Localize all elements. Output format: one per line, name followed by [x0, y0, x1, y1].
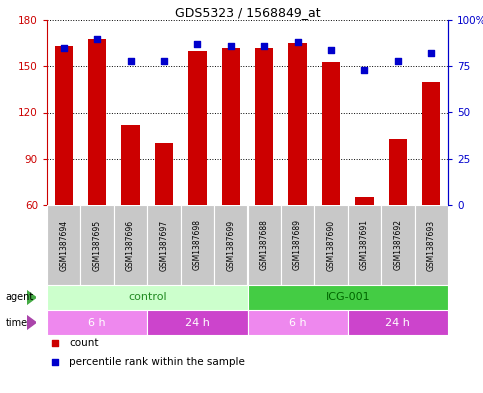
Bar [422, 82, 440, 205]
Text: 6 h: 6 h [88, 318, 106, 327]
Point [227, 43, 235, 49]
Text: percentile rank within the sample: percentile rank within the sample [69, 357, 245, 367]
Point [194, 41, 201, 47]
Bar [55, 46, 73, 205]
Text: 6 h: 6 h [289, 318, 306, 327]
Bar [314, 205, 348, 285]
Bar [348, 205, 381, 285]
Text: GSM1387696: GSM1387696 [126, 219, 135, 270]
Title: GDS5323 / 1568849_at: GDS5323 / 1568849_at [175, 6, 320, 19]
Bar [288, 43, 307, 205]
Bar [155, 143, 173, 205]
Text: agent: agent [6, 292, 34, 303]
Bar [47, 205, 80, 285]
Text: GSM1387699: GSM1387699 [227, 219, 235, 270]
Bar [121, 125, 140, 205]
Text: GSM1387689: GSM1387689 [293, 220, 302, 270]
Bar [348, 310, 448, 335]
Bar [247, 285, 448, 310]
Point [361, 67, 369, 73]
Text: time: time [6, 318, 28, 327]
Text: GSM1387694: GSM1387694 [59, 219, 68, 270]
Text: ICG-001: ICG-001 [326, 292, 370, 303]
Text: control: control [128, 292, 167, 303]
Bar [214, 205, 247, 285]
Point [260, 43, 268, 49]
Point [327, 46, 335, 53]
Point [160, 57, 168, 64]
Text: GSM1387688: GSM1387688 [260, 220, 269, 270]
Point [427, 50, 435, 57]
Polygon shape [27, 290, 36, 305]
Bar [88, 39, 106, 205]
Point [394, 57, 402, 64]
Bar [181, 205, 214, 285]
Bar [222, 48, 240, 205]
Bar [355, 197, 374, 205]
Bar [188, 51, 207, 205]
Text: GSM1387692: GSM1387692 [393, 220, 402, 270]
Text: GSM1387697: GSM1387697 [159, 219, 169, 270]
Text: 24 h: 24 h [185, 318, 210, 327]
Bar [114, 205, 147, 285]
Bar [389, 139, 407, 205]
Bar [147, 310, 247, 335]
Text: GSM1387693: GSM1387693 [427, 219, 436, 270]
Text: count: count [69, 338, 99, 348]
Bar [80, 205, 114, 285]
Bar [147, 205, 181, 285]
Point [60, 45, 68, 51]
Bar [281, 205, 314, 285]
Bar [47, 285, 247, 310]
Point [127, 57, 134, 64]
Bar [247, 205, 281, 285]
Bar [247, 310, 348, 335]
Point [51, 359, 59, 365]
Text: GSM1387691: GSM1387691 [360, 220, 369, 270]
Text: GSM1387695: GSM1387695 [93, 219, 101, 270]
Bar [322, 62, 340, 205]
Text: GSM1387690: GSM1387690 [327, 219, 336, 270]
Text: 24 h: 24 h [385, 318, 411, 327]
Bar [47, 310, 147, 335]
Bar [381, 205, 414, 285]
Polygon shape [27, 316, 36, 329]
Point [93, 35, 101, 42]
Point [294, 39, 301, 45]
Bar [255, 48, 273, 205]
Bar [414, 205, 448, 285]
Text: GSM1387698: GSM1387698 [193, 220, 202, 270]
Point [51, 340, 59, 347]
